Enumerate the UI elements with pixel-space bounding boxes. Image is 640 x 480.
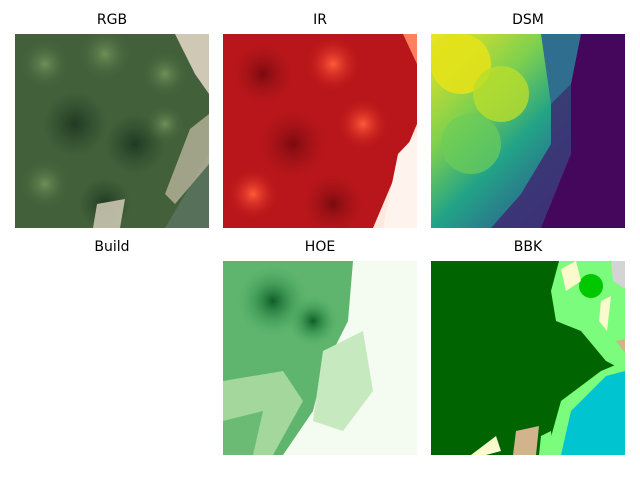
- panel-title-dsm: DSM: [512, 12, 544, 28]
- dsm-image: [431, 34, 625, 228]
- build-image: [15, 261, 209, 455]
- rgb-image: [15, 34, 209, 228]
- ir-image: [223, 34, 417, 228]
- panel-title-rgb: RGB: [96, 12, 128, 28]
- panel-title-hoe: HOE: [304, 239, 336, 255]
- panel-title-bbk: BBK: [513, 239, 543, 255]
- hoe-image: [223, 261, 417, 455]
- panel-title-build: Build: [94, 239, 130, 255]
- panel-title-ir: IR: [313, 12, 327, 28]
- bbk-image: [431, 261, 625, 455]
